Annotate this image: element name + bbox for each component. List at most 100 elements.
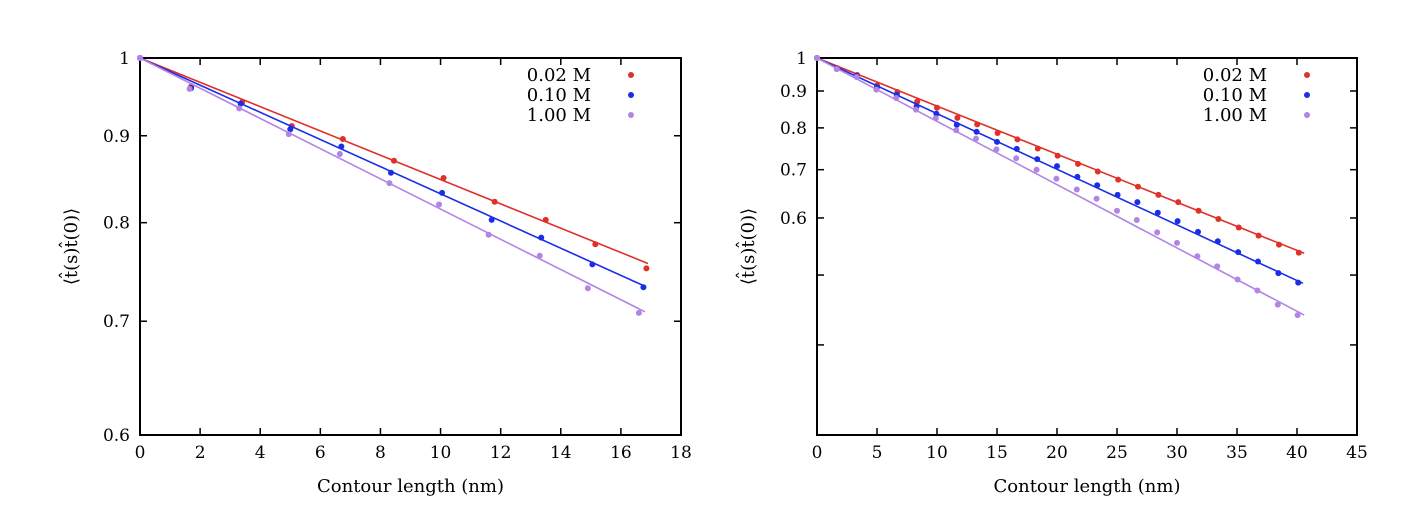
chart1-x-axis-title: Contour length (nm)	[317, 476, 504, 497]
chart1-x-tick-label: 16	[610, 443, 632, 463]
chart1-x-tick-label: 0	[135, 443, 146, 463]
chart2-point-1-00-M	[1294, 312, 1301, 319]
chart2-point-1-00-M	[1154, 229, 1161, 236]
chart1-point-1-00-M	[584, 285, 591, 292]
chart2-point-0-02-M	[994, 130, 1001, 137]
chart1-x-tick-label: 8	[375, 443, 386, 463]
chart2-point-0-10-M	[1174, 218, 1181, 225]
chart1-y-axis-title: ⟨t̂(s)t̂(0)⟩	[57, 208, 82, 285]
chart1-point-0-10-M	[287, 126, 294, 133]
chart2-legend-marker-0-02-M	[1304, 72, 1310, 78]
chart1-point-1-00-M	[236, 105, 243, 112]
chart1-point-0-10-M	[589, 261, 596, 268]
chart2-point-0-10-M	[1195, 228, 1201, 235]
chart2-point-0-02-M	[1054, 152, 1061, 159]
chart2-point-1-00-M	[1033, 166, 1040, 173]
chart2-x-tick-label: 25	[1106, 443, 1128, 463]
chart1-point-1-00-M	[485, 231, 492, 238]
chart1-x-tick-label: 14	[550, 443, 572, 463]
chart1-point-1-00-M	[386, 180, 393, 187]
chart1-legend-label-1-00-M: 1.00 M	[527, 105, 591, 126]
chart1-legend-marker-1-00-M	[628, 112, 634, 118]
chart2-y-tick-label: 0.9	[780, 82, 807, 102]
chart2-legend-marker-1-00-M	[1304, 112, 1310, 118]
chart2-point-1-00-M	[1013, 155, 1020, 162]
chart2-point-1-00-M	[932, 115, 939, 122]
chart2-point-0-10-M	[1013, 145, 1020, 152]
chart2-y-axis-title: ⟨t̂(s)t̂(0)⟩	[734, 208, 759, 285]
chart2-x-tick-label: 35	[1226, 443, 1248, 463]
chart1-point-0-10-M	[387, 169, 394, 176]
chart2-point-0-02-M	[1014, 136, 1021, 143]
chart2-x-axis-title: Contour length (nm)	[994, 476, 1181, 497]
chart1-point-1-00-M	[137, 55, 143, 61]
chart1-x-tick-label: 12	[490, 443, 512, 463]
chart2-point-1-00-M	[1274, 301, 1281, 308]
chart2-point-1-00-M	[873, 86, 880, 93]
chart2-point-0-02-M	[954, 114, 961, 121]
chart2-point-1-00-M	[1073, 186, 1080, 193]
chart2-x-tick-label: 30	[1166, 443, 1188, 463]
chart1-y-tick-label: 0.9	[103, 127, 130, 147]
chart2-point-1-00-M	[993, 146, 1000, 153]
chart1-point-1-00-M	[186, 85, 193, 92]
chart1-point-0-02-M	[592, 241, 599, 248]
chart2-point-0-10-M	[1214, 238, 1221, 245]
chart2-x-tick-label: 20	[1046, 443, 1068, 463]
chart1-point-0-02-M	[491, 198, 498, 205]
chart2-y-tick-label: 0.6	[780, 209, 807, 229]
chart2-point-1-00-M	[814, 55, 820, 61]
chart2-point-1-00-M	[853, 74, 860, 81]
chart1-y-tick-label: 0.8	[103, 214, 130, 234]
chart2-point-0-02-M	[1235, 224, 1242, 231]
chart1-x-tick-label: 18	[670, 443, 692, 463]
chart2-point-0-10-M	[1295, 279, 1302, 286]
chart1-y-tick-label: 0.6	[103, 426, 130, 446]
chart2-x-tick-label: 5	[872, 443, 883, 463]
chart1-legend-label-0-02-M: 0.02 M	[527, 65, 591, 86]
chart1-point-0-10-M	[237, 100, 244, 107]
chart2-point-1-00-M	[1234, 276, 1241, 283]
chart2-point-0-02-M	[934, 104, 940, 111]
chart2-point-0-02-M	[1155, 191, 1162, 198]
chart1-y-tick-label: 0.7	[103, 312, 130, 332]
chart2-point-1-00-M	[913, 106, 919, 113]
chart2-x-tick-label: 0	[812, 443, 823, 463]
chart1-y-tick-label: 1	[119, 49, 130, 69]
chart1-point-1-00-M	[536, 252, 543, 259]
chart2-point-0-02-M	[1295, 249, 1302, 256]
chart2-legend-label-1-00-M: 1.00 M	[1203, 105, 1267, 126]
chart2-point-1-00-M	[1214, 263, 1221, 270]
chart2-point-0-02-M	[1135, 183, 1141, 190]
chart2-point-0-10-M	[1094, 182, 1101, 189]
chart2-point-0-02-M	[1094, 168, 1101, 175]
chart2-point-0-10-M	[1034, 156, 1041, 163]
chart1-plot-frame	[139, 57, 682, 436]
chart2-point-1-00-M	[1114, 207, 1120, 214]
chart2-point-1-00-M	[833, 66, 840, 73]
chart2-point-0-10-M	[973, 128, 980, 135]
chart2-point-1-00-M	[1093, 195, 1100, 202]
chart1-point-0-10-M	[640, 284, 647, 291]
chart2-point-0-02-M	[1215, 216, 1222, 223]
chart1-legend-marker-0-10-M	[628, 92, 634, 98]
chart2-point-0-02-M	[1175, 199, 1182, 206]
chart2-y-tick-label: 0.8	[780, 119, 807, 139]
chart2-point-0-02-M	[1075, 160, 1081, 167]
chart1-point-0-02-M	[339, 136, 346, 143]
chart1-x-tick-label: 6	[315, 443, 326, 463]
chart2-point-0-02-M	[974, 121, 981, 128]
chart2-point-0-02-M	[1115, 176, 1122, 183]
chart2-point-0-10-M	[1235, 249, 1242, 256]
chart1-point-1-00-M	[635, 309, 642, 316]
chart2-point-0-10-M	[953, 121, 960, 128]
chart2-point-0-10-M	[1275, 270, 1282, 277]
chart1-point-0-10-M	[538, 234, 545, 241]
chart2-point-0-02-M	[1195, 207, 1202, 214]
chart2-fit-line-1-00-M	[816, 57, 1305, 316]
chart2-legend-marker-0-10-M	[1304, 92, 1310, 98]
chart2-point-0-10-M	[1054, 163, 1060, 170]
chart1-x-tick-label: 2	[195, 443, 206, 463]
chart1-point-0-10-M	[488, 216, 495, 223]
chart1-legend-label-0-10-M: 0.10 M	[527, 85, 591, 106]
